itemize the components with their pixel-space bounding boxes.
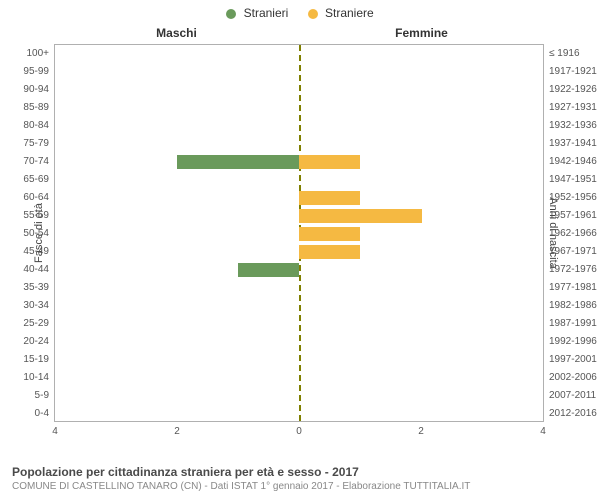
legend-male: Stranieri xyxy=(226,6,288,20)
ytick-birth: 1992-1996 xyxy=(549,333,597,351)
pyramid-row xyxy=(55,99,543,117)
ytick-birth: 1947-1951 xyxy=(549,171,597,189)
pyramid-row xyxy=(55,45,543,63)
footer-title: Popolazione per cittadinanza straniera p… xyxy=(12,465,588,479)
ytick-birth: 1977-1981 xyxy=(549,279,597,297)
ytick-age: 30-34 xyxy=(23,297,49,315)
ytick-age: 85-89 xyxy=(23,99,49,117)
pyramid-row xyxy=(55,369,543,387)
ytick-age: 90-94 xyxy=(23,81,49,99)
bar-female xyxy=(299,245,360,259)
ytick-birth: 1997-2001 xyxy=(549,351,597,369)
xtick: 4 xyxy=(540,426,546,437)
ytick-birth: 1952-1956 xyxy=(549,189,597,207)
pyramid-row xyxy=(55,261,543,279)
pyramid-row xyxy=(55,81,543,99)
pyramid-row xyxy=(55,117,543,135)
ytick-birth: 2002-2006 xyxy=(549,369,597,387)
col-title-male: Maschi xyxy=(54,26,299,40)
legend-male-label: Stranieri xyxy=(244,6,289,20)
bar-female xyxy=(299,209,422,223)
ytick-age: 75-79 xyxy=(23,135,49,153)
ytick-birth: 1957-1961 xyxy=(549,207,597,225)
pyramid-row xyxy=(55,387,543,405)
legend-female: Straniere xyxy=(308,6,374,20)
pyramid-row xyxy=(55,333,543,351)
ytick-age: 55-59 xyxy=(23,207,49,225)
ytick-age: 40-44 xyxy=(23,261,49,279)
ytick-age: 15-19 xyxy=(23,351,49,369)
col-title-female: Femmine xyxy=(299,26,544,40)
pyramid-row xyxy=(55,135,543,153)
ytick-birth: 2007-2011 xyxy=(549,387,596,405)
ytick-age: 95-99 xyxy=(23,63,49,81)
ytick-age: 25-29 xyxy=(23,315,49,333)
pyramid-row xyxy=(55,315,543,333)
ytick-birth: 1962-1966 xyxy=(549,225,597,243)
bar-male xyxy=(177,155,300,169)
ytick-age: 100+ xyxy=(26,45,49,63)
xtick: 0 xyxy=(296,426,302,437)
ytick-birth: 1917-1921 xyxy=(549,63,597,81)
ytick-age: 80-84 xyxy=(23,117,49,135)
xtick: 2 xyxy=(418,426,424,437)
pyramid-row xyxy=(55,225,543,243)
ytick-age: 45-49 xyxy=(23,243,49,261)
ytick-birth: 1972-1976 xyxy=(549,261,597,279)
bar-female xyxy=(299,155,360,169)
pyramid-row xyxy=(55,243,543,261)
population-pyramid: Maschi Femmine Fasce di età Anni di nasc… xyxy=(54,26,544,446)
ytick-birth: 1967-1971 xyxy=(549,243,597,261)
bar-female xyxy=(299,191,360,205)
pyramid-row xyxy=(55,351,543,369)
plot-area: Fasce di età Anni di nascita 100+≤ 19169… xyxy=(54,44,544,422)
ytick-age: 0-4 xyxy=(35,405,49,423)
xtick: 2 xyxy=(174,426,180,437)
pyramid-row xyxy=(55,297,543,315)
pyramid-row xyxy=(55,189,543,207)
footer-subtitle: COMUNE DI CASTELLINO TANARO (CN) - Dati … xyxy=(12,481,588,492)
legend-female-label: Straniere xyxy=(325,6,374,20)
pyramid-row xyxy=(55,153,543,171)
pyramid-row xyxy=(55,405,543,423)
ytick-birth: 1927-1931 xyxy=(549,99,597,117)
ytick-birth: 1922-1926 xyxy=(549,81,597,99)
ytick-age: 65-69 xyxy=(23,171,49,189)
pyramid-row xyxy=(55,279,543,297)
legend-female-swatch xyxy=(308,9,318,19)
ytick-age: 60-64 xyxy=(23,189,49,207)
ytick-age: 50-54 xyxy=(23,225,49,243)
xtick: 4 xyxy=(52,426,58,437)
bar-male xyxy=(238,263,299,277)
pyramid-row xyxy=(55,171,543,189)
ytick-age: 70-74 xyxy=(23,153,49,171)
ytick-birth: 1937-1941 xyxy=(549,135,597,153)
chart-footer: Popolazione per cittadinanza straniera p… xyxy=(12,465,588,492)
ytick-birth: 2012-2016 xyxy=(549,405,597,423)
ytick-birth: 1942-1946 xyxy=(549,153,597,171)
ytick-age: 10-14 xyxy=(23,369,49,387)
legend-male-swatch xyxy=(226,9,236,19)
legend: Stranieri Straniere xyxy=(0,6,600,20)
ytick-birth: ≤ 1916 xyxy=(549,45,580,63)
bar-female xyxy=(299,227,360,241)
ytick-age: 5-9 xyxy=(35,387,49,405)
pyramid-row xyxy=(55,207,543,225)
ytick-birth: 1932-1936 xyxy=(549,117,597,135)
ytick-age: 35-39 xyxy=(23,279,49,297)
pyramid-row xyxy=(55,63,543,81)
ytick-birth: 1982-1986 xyxy=(549,297,597,315)
ytick-birth: 1987-1991 xyxy=(549,315,597,333)
ytick-age: 20-24 xyxy=(23,333,49,351)
